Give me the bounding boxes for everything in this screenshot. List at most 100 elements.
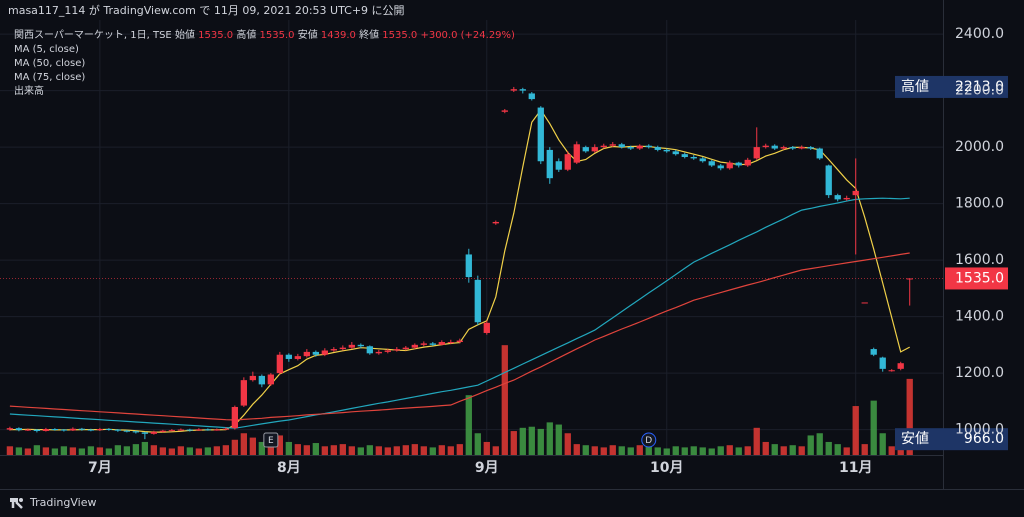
last-price-label: 1535.0	[955, 270, 1004, 286]
indicator-label: 出来高	[14, 84, 44, 97]
y-tick-label: 2400.0	[955, 26, 1004, 42]
event-marker	[641, 432, 657, 448]
candles	[6, 86, 913, 440]
volume-bar	[555, 424, 562, 455]
volume-bar	[654, 447, 661, 455]
volume-bar	[618, 446, 625, 455]
candle-body	[753, 147, 760, 159]
candle-body	[366, 346, 373, 354]
candle-body	[843, 197, 850, 200]
x-tick-label: 11月	[839, 460, 872, 476]
indicator-label: MA (75, close)	[14, 72, 85, 83]
y-tick-label: 1800.0	[955, 196, 1004, 212]
candle-body	[114, 429, 122, 431]
candle-body	[303, 351, 310, 357]
volume-bar	[879, 433, 886, 455]
volume-bar	[708, 448, 715, 455]
volume-bar	[159, 447, 167, 455]
candle-body	[708, 161, 715, 166]
volume-bar	[492, 446, 499, 455]
volume-bar	[42, 447, 50, 455]
candle-body	[6, 428, 14, 430]
candle-body	[825, 165, 832, 196]
candle-body	[33, 429, 41, 431]
candle-body	[690, 156, 697, 159]
ohlc-legend: 関西スーパーマーケット, 1日, TSE 始値 1535.0 高値 1535.0…	[14, 28, 515, 41]
volume-bar	[33, 445, 41, 455]
y-tick-label: 2000.0	[955, 139, 1004, 155]
volume-bar	[591, 446, 598, 455]
symbol: 関西スーパーマーケット, 1日, TSE	[14, 29, 172, 41]
candle-body	[663, 149, 670, 152]
candle-body	[438, 342, 445, 345]
volume-bar	[96, 447, 104, 455]
volume-bar	[762, 441, 769, 455]
volume-bar	[168, 448, 176, 455]
volume-bar	[735, 447, 742, 455]
volume-bar	[726, 445, 733, 455]
candle-body	[447, 342, 454, 344]
candle-body	[546, 149, 553, 179]
volume-bar	[114, 445, 122, 455]
volume-bar	[447, 446, 454, 455]
candle-body	[420, 343, 427, 345]
candle-body	[267, 374, 274, 385]
candle-body	[357, 344, 364, 347]
volume-bar	[906, 378, 913, 455]
x-tick-label: 9月	[475, 460, 499, 476]
volume-bar	[384, 447, 391, 455]
volume-bar	[240, 433, 247, 455]
candle-body	[744, 159, 751, 166]
volume-bar	[519, 427, 526, 455]
candle-body	[42, 429, 50, 431]
candle-body	[501, 110, 508, 112]
candle-body	[519, 89, 526, 91]
candle-body	[780, 147, 787, 149]
candle-body	[402, 347, 409, 350]
volume-bar	[834, 444, 841, 455]
candle-body	[645, 145, 652, 148]
candle-body	[618, 144, 625, 148]
volume-bar	[123, 446, 131, 455]
volume-bar	[771, 444, 778, 455]
candle-body	[528, 93, 535, 100]
event-marker-label: E	[268, 436, 274, 446]
ma-line	[9, 197, 910, 429]
volume-bar	[348, 446, 355, 455]
volume-bar	[204, 447, 212, 455]
volume-bar	[60, 446, 68, 455]
x-tick-label: 8月	[277, 460, 301, 476]
volume-bar	[231, 439, 238, 455]
volume-bar	[321, 446, 328, 455]
volume-bar	[690, 446, 697, 455]
ohlc-value: 1535.0	[382, 30, 417, 41]
candle-body	[600, 145, 607, 148]
volume-bar	[222, 445, 230, 455]
ohlc-label: 安値	[298, 28, 318, 41]
logo-mark	[19, 498, 23, 502]
volume-bar	[456, 444, 463, 455]
volume-bar	[150, 445, 158, 455]
volume-bar	[717, 446, 724, 455]
candle-body	[861, 302, 868, 304]
candle-body	[834, 195, 841, 200]
candle-body	[582, 147, 589, 152]
ohlc-value: 1439.0	[321, 30, 356, 41]
candle-body	[717, 165, 724, 169]
change: +300.0 (+24.29%)	[420, 30, 515, 41]
candle-body	[870, 349, 877, 355]
candle-body	[60, 429, 68, 431]
volume-bar	[339, 444, 346, 455]
grid	[0, 20, 943, 455]
volume-bar	[141, 441, 149, 455]
volume-bar	[357, 447, 364, 455]
candle-body	[429, 343, 436, 345]
candle-body	[321, 350, 328, 355]
y-tick-label: 1600.0	[955, 252, 1004, 268]
candle-body	[168, 430, 176, 432]
volume-bar	[636, 445, 643, 455]
volume-bar	[186, 447, 194, 455]
volume-bar	[330, 445, 337, 455]
